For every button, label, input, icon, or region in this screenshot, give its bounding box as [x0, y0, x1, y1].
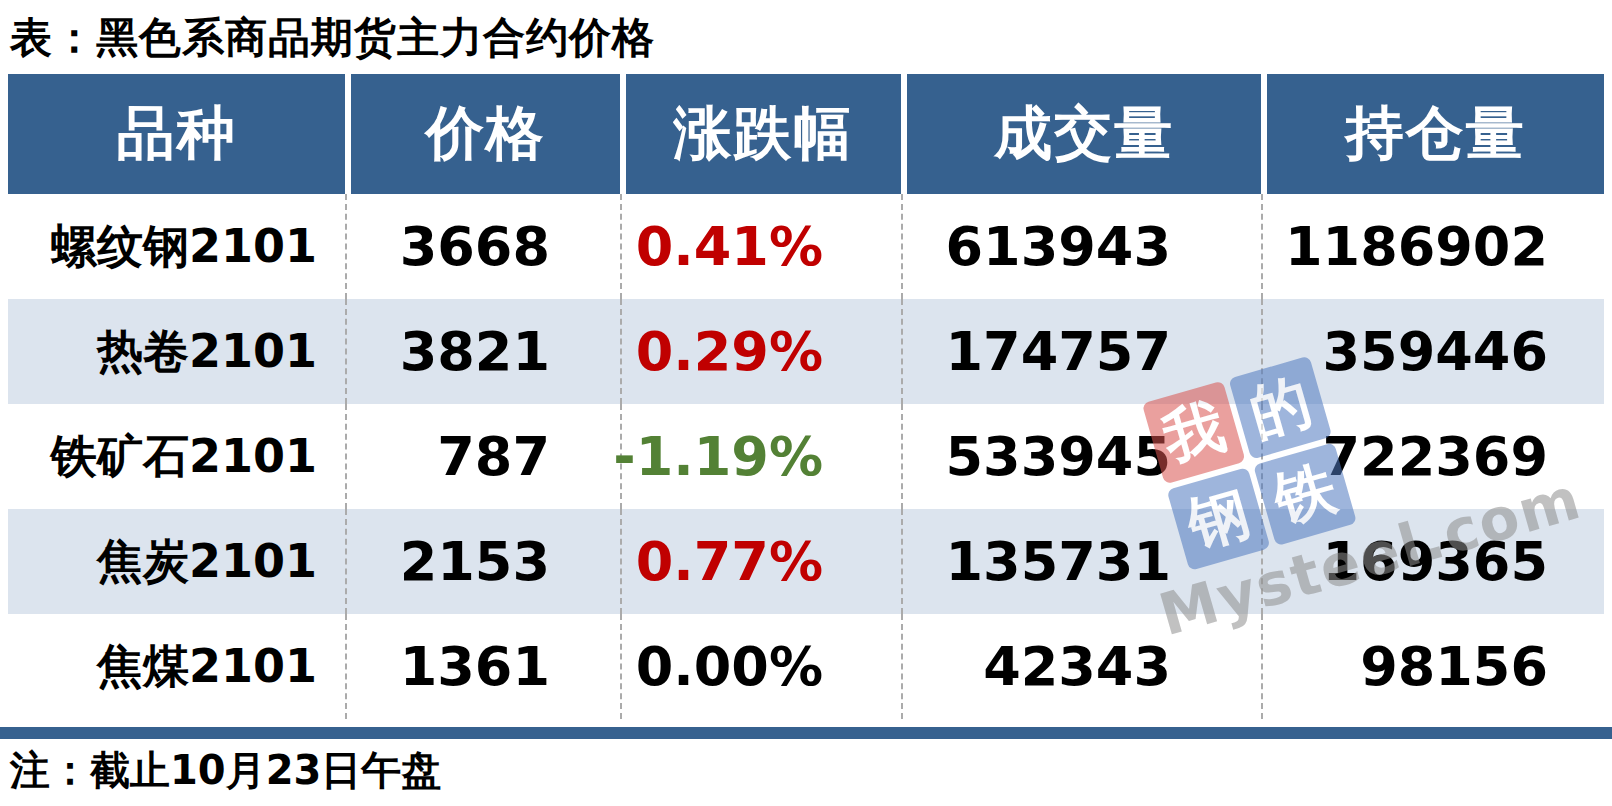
bottom-divider-bar — [0, 727, 1612, 739]
column-header-open-interest: 持仓量 — [1261, 74, 1604, 194]
change-cell: 0.29% — [620, 299, 901, 404]
column-header-price: 价格 — [345, 74, 620, 194]
volume-cell: 135731 — [901, 509, 1261, 614]
open-interest-cell: 359446 — [1261, 299, 1604, 404]
futures-price-table: 品种 价格 涨跌幅 成交量 持仓量 螺纹钢2101 3668 0.41% 613… — [8, 74, 1604, 719]
change-cell: 0.00% — [620, 614, 901, 719]
volume-cell: 613943 — [901, 194, 1261, 299]
price-cell: 3668 — [345, 194, 620, 299]
price-cell: 3821 — [345, 299, 620, 404]
footnote: 注：截止10月23日午盘 — [10, 743, 441, 798]
open-interest-cell: 169365 — [1261, 509, 1604, 614]
open-interest-cell: 98156 — [1261, 614, 1604, 719]
column-header-change: 涨跌幅 — [620, 74, 901, 194]
variety-cell: 焦炭2101 — [8, 509, 345, 614]
open-interest-cell: 722369 — [1261, 404, 1604, 509]
variety-cell: 焦煤2101 — [8, 614, 345, 719]
price-cell: 2153 — [345, 509, 620, 614]
change-cell: 0.77% — [620, 509, 901, 614]
volume-cell: 42343 — [901, 614, 1261, 719]
change-cell: -1.19% — [620, 404, 901, 509]
variety-cell: 螺纹钢2101 — [8, 194, 345, 299]
price-cell: 1361 — [345, 614, 620, 719]
variety-cell: 铁矿石2101 — [8, 404, 345, 509]
volume-cell: 174757 — [901, 299, 1261, 404]
column-header-volume: 成交量 — [901, 74, 1261, 194]
price-cell: 787 — [345, 404, 620, 509]
open-interest-cell: 1186902 — [1261, 194, 1604, 299]
change-cell: 0.41% — [620, 194, 901, 299]
page-title: 表：黑色系商品期货主力合约价格 — [10, 10, 655, 66]
volume-cell: 533945 — [901, 404, 1261, 509]
variety-cell: 热卷2101 — [8, 299, 345, 404]
column-header-variety: 品种 — [8, 74, 345, 194]
